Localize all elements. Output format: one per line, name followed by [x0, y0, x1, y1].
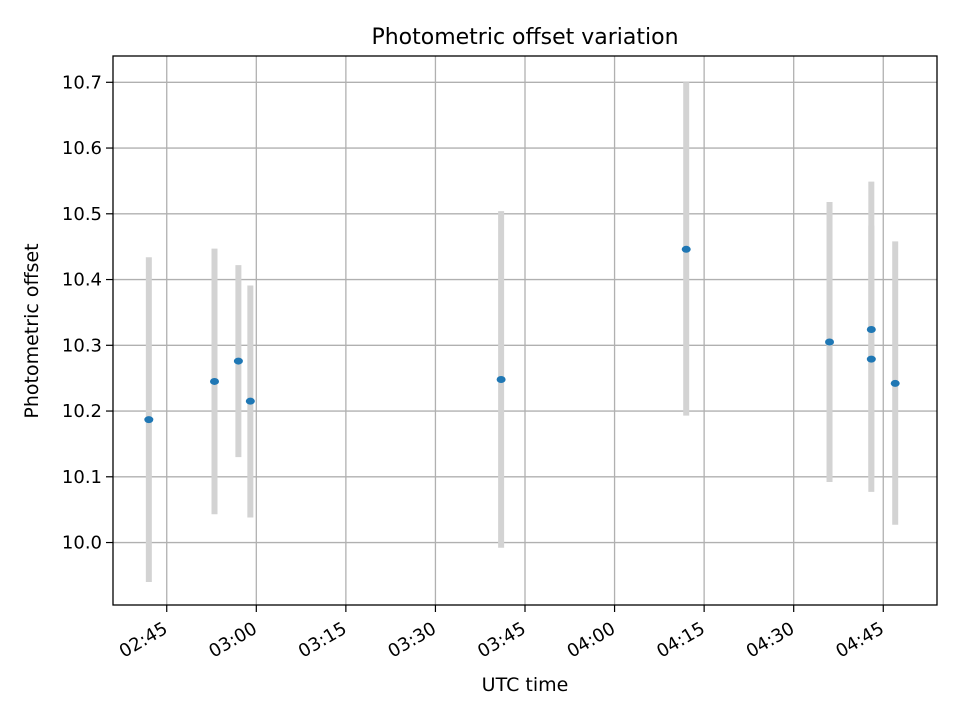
- y-axis-label: Photometric offset: [21, 243, 43, 418]
- data-point: [496, 375, 506, 383]
- data-point: [866, 326, 876, 334]
- y-axis: 10.0 10.1 10.2 10.3 10.4 10.5 10.6 10.7: [62, 72, 113, 554]
- data-point: [890, 379, 900, 387]
- data-point: [825, 338, 835, 346]
- data-point: [245, 397, 255, 405]
- x-axis-label: UTC time: [482, 674, 569, 696]
- data-point: [210, 377, 220, 385]
- y-tick-label: 10.3: [62, 335, 102, 356]
- y-tick-label: 10.4: [62, 270, 102, 291]
- data-points: [144, 245, 900, 424]
- data-point: [866, 355, 876, 363]
- y-tick-label: 10.5: [62, 204, 102, 225]
- y-tick-label: 10.7: [62, 72, 102, 93]
- y-tick-label: 10.6: [62, 138, 102, 159]
- data-point: [681, 245, 691, 253]
- data-point: [233, 357, 243, 365]
- chart-title: Photometric offset variation: [371, 25, 678, 50]
- data-point: [144, 416, 154, 424]
- y-tick-label: 10.1: [62, 467, 102, 488]
- y-tick-label: 10.2: [62, 401, 102, 422]
- y-tick-label: 10.0: [62, 533, 102, 554]
